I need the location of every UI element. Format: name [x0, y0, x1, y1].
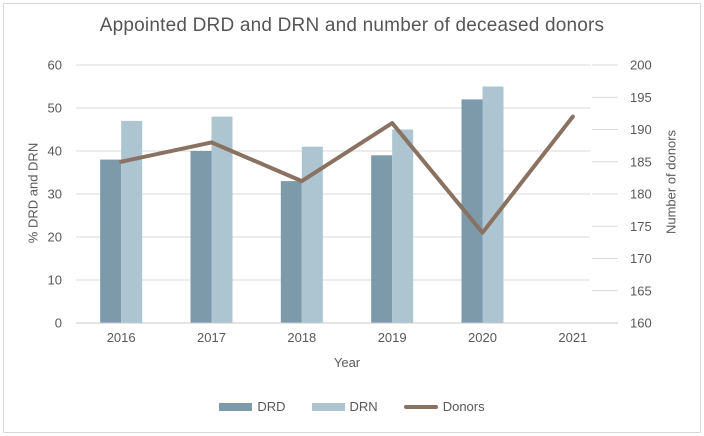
legend-item-drn: DRN	[311, 399, 378, 414]
legend-swatch-donors	[403, 404, 438, 409]
legend: DRD DRN Donors	[0, 399, 704, 414]
legend-label-donors: Donors	[442, 399, 485, 414]
right-axis-tick-label: 165	[630, 283, 652, 298]
right-axis-title: Number of donors	[663, 129, 679, 235]
bar-drd-2016	[100, 159, 122, 323]
bar-drn-2017	[211, 116, 233, 323]
x-category-label: 2016	[107, 330, 136, 345]
bar-drd-2019	[371, 155, 393, 323]
x-category-label: 2021	[558, 330, 587, 345]
legend-label-drd: DRD	[257, 399, 286, 414]
right-axis-tick-label: 195	[630, 90, 652, 105]
left-axis-tick-label: 50	[48, 101, 62, 116]
x-category-label: 2017	[197, 330, 226, 345]
right-axis-tick-label: 170	[630, 251, 652, 266]
left-axis-tick-label: 20	[48, 230, 62, 245]
right-axis-tick-label: 175	[630, 219, 652, 234]
donors-line	[119, 114, 575, 235]
left-axis-tick-label: 30	[48, 187, 62, 202]
x-axis-title: Year	[333, 355, 361, 370]
bar-drn-2018	[301, 146, 323, 323]
legend-swatch-drd	[219, 402, 253, 411]
bar-drn-2019	[392, 129, 414, 323]
left-axis-tick-label: 0	[55, 316, 62, 331]
left-axis-tick-label: 10	[48, 273, 62, 288]
legend-item-donors: Donors	[403, 399, 485, 414]
chart-title: Appointed DRD and DRN and number of dece…	[99, 15, 605, 36]
right-axis-tick-label: 200	[630, 58, 652, 73]
right-axis-tick-label: 180	[630, 187, 652, 202]
left-axis-title: % DRD and DRN	[25, 142, 41, 244]
right-axis-tick-label: 190	[630, 122, 652, 137]
left-axis-tick-label: 60	[48, 58, 62, 73]
x-category-label: 2020	[468, 330, 497, 345]
left-axis-tick-label: 40	[48, 144, 62, 159]
right-axis-tick-label: 160	[630, 316, 652, 331]
x-category-label: 2019	[378, 330, 407, 345]
bar-drd-2020	[461, 99, 483, 324]
bar-drd-2017	[190, 151, 212, 323]
legend-swatch-drn	[311, 402, 345, 411]
bar-drn-2016	[121, 120, 143, 324]
legend-label-drn: DRN	[349, 399, 378, 414]
bar-drd-2018	[280, 181, 302, 323]
right-axis-tick-label: 185	[630, 154, 652, 169]
x-category-label: 2018	[287, 330, 316, 345]
bar-drn-2020	[482, 86, 504, 323]
legend-item-drd: DRD	[219, 399, 286, 414]
